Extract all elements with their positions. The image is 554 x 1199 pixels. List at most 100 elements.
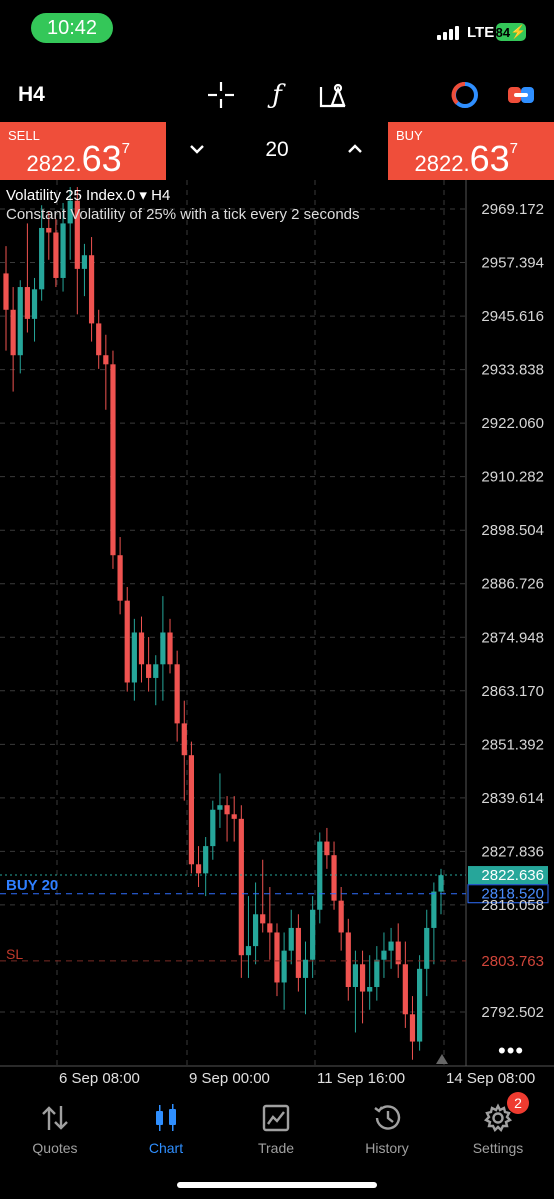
candle-body [281,950,287,983]
candle [167,618,173,674]
candle-body [381,950,387,960]
candle-body [96,323,102,356]
candle [338,887,344,951]
candle [374,946,380,1001]
price-tick-label: 2886.726 [481,576,544,593]
candle-body [388,941,394,951]
candle [67,187,73,260]
candle [352,950,359,1033]
candle-body [317,841,323,910]
candle-body [288,927,294,951]
account-switch-icon[interactable] [506,80,536,110]
candle-body [188,755,195,865]
candle-body [352,964,359,988]
function-icon[interactable]: ƒ [272,80,282,110]
candle-body [431,891,437,928]
candle-body [17,287,23,356]
candle [231,796,237,842]
candle [117,537,123,615]
candle [224,796,230,842]
candle [81,243,88,297]
nav-trade-label: Trade [257,1140,295,1156]
status-time: 10:42 [31,13,113,43]
quotes-icon [0,1098,110,1138]
nav-trade[interactable]: Trade [221,1092,331,1156]
volume-decrease-button[interactable] [188,138,206,164]
candle [345,918,351,1001]
candle-body [367,987,373,992]
bottom-navigation: Quotes Chart Trade History Settings [0,1092,554,1199]
sell-label: SELL [8,128,40,143]
candle [395,923,401,978]
stop-loss-price-label: 2803.763 [481,953,544,970]
candle-body [324,841,330,856]
indicator-toggle-icon[interactable] [450,80,480,110]
candle-body [217,805,223,810]
home-indicator[interactable] [177,1182,377,1188]
nav-history-label: History [365,1140,409,1156]
candle-body [181,723,187,756]
buy-button[interactable]: BUY 2822.637 [388,122,554,180]
time-tick-label: 6 Sep 08:00 [59,1070,140,1087]
candle-body [160,632,166,665]
stop-loss-label[interactable]: SL [6,946,24,962]
candle [438,868,444,915]
candle [288,909,294,965]
timeframe-selector[interactable]: H4 [18,83,45,106]
price-chart[interactable]: 2822.636 2818.520 2803.763 2969.172 2957.39… [0,180,554,1088]
buy-position-price-label: 2818.520 [481,886,544,903]
candle [431,882,437,965]
candle [331,841,337,910]
candle-body [245,946,252,956]
candle [195,846,202,888]
battery-icon: 84 ⚡ [495,23,527,41]
price-tick-label: 2922.060 [481,415,544,432]
candle-body [46,227,52,233]
candle-body [117,555,123,601]
chart-description: Constant Volatility of 25% with a tick e… [6,206,360,223]
objects-icon[interactable] [318,80,348,110]
settings-notification-badge: 2 [507,1092,529,1114]
candle [181,700,187,801]
chart-shift-marker [436,1054,448,1064]
candle [31,277,38,342]
buy-position-label[interactable]: BUY 20 [6,877,59,894]
nav-history[interactable]: History [332,1092,442,1156]
candle [381,932,387,978]
crosshair-icon[interactable] [206,80,236,110]
chart-symbol-info[interactable]: Volatility 25 Index.0 ▾ H4 [6,187,171,204]
nav-quotes[interactable]: Quotes [0,1092,110,1156]
candle-body [409,1014,416,1042]
network-type: LTE [467,24,495,41]
price-tick-label: 2863.170 [481,683,544,700]
candle [324,827,330,869]
chart-timeframe: H4 [151,187,171,204]
candle-body [67,200,73,224]
sell-button[interactable]: SELL 2822.637 [0,122,166,180]
candle [24,223,30,333]
candle [281,932,287,1010]
candle-body [53,232,59,278]
candle [402,941,408,1028]
current-price-tag [468,866,548,885]
volume-increase-button[interactable] [346,138,364,164]
candle [74,187,80,315]
candle [238,805,244,978]
candle-body [274,932,280,983]
candle [96,309,102,369]
candle-body [24,287,30,319]
nav-settings[interactable]: Settings [443,1092,553,1156]
candle-body [267,923,273,933]
candle-body [103,355,109,365]
candle-body [260,914,266,924]
candle [88,237,95,342]
candle-body [195,864,202,874]
more-options-icon[interactable]: ••• [498,1038,525,1063]
volume-value[interactable]: 20 [265,138,289,161]
nav-chart[interactable]: Chart [111,1092,221,1156]
candle-body [438,875,444,892]
candle [160,596,166,701]
candle-body [331,855,337,901]
candle-body [131,632,137,683]
buy-position-tag [467,884,549,904]
